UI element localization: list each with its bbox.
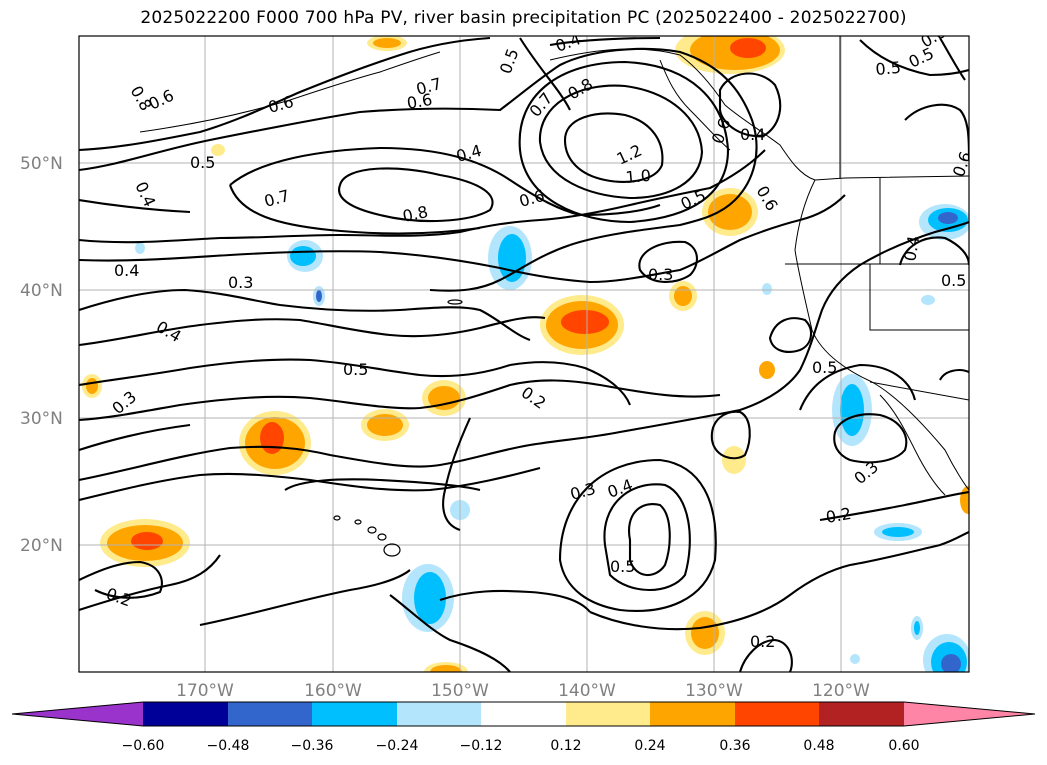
contour-label: 0.5: [610, 557, 635, 576]
colorbar-tick: 0.24: [634, 738, 665, 754]
colorbar-tick: 0.48: [803, 738, 834, 754]
precip-shading: [82, 36, 969, 672]
colorbar-segment: [397, 702, 481, 726]
contour-label: 1.0: [625, 166, 652, 187]
colorbar-tick: −0.48: [207, 738, 250, 754]
contour-label: 0.2: [824, 504, 852, 527]
pv-contours: [79, 36, 969, 672]
colorbar-tick: −0.60: [122, 738, 165, 754]
contour-label: 0.2: [750, 632, 775, 651]
lat-label-40n: 40°N: [20, 281, 63, 301]
map-frame: [78, 35, 970, 673]
colorbar-segment: [819, 702, 904, 726]
colorbar-tick: −0.36: [291, 738, 334, 754]
contour-label: 0.5: [875, 58, 902, 79]
coastlines: [139, 36, 969, 496]
lat-label-30n: 30°N: [20, 409, 63, 429]
contour-label: 0.5: [941, 271, 966, 290]
contour-label: 0.3: [228, 273, 253, 292]
colorbar-segment: [481, 702, 566, 726]
colorbar-tick: −0.12: [460, 738, 503, 754]
colorbar-tick: 0.12: [550, 738, 581, 754]
colorbar-tick: 0.60: [888, 738, 919, 754]
colorbar-segment: [566, 702, 650, 726]
contour-label: 0.6: [405, 90, 433, 113]
colorbar-extend-right: [904, 702, 1035, 726]
contour-label: 0.4: [114, 261, 139, 280]
colorbar-tick: −0.24: [376, 738, 419, 754]
lon-label-140w: 140°W: [558, 681, 616, 701]
colorbar-segment: [735, 702, 819, 726]
contour-label: 0.4: [900, 234, 923, 262]
colorbar-extend-left: [12, 702, 143, 726]
contour-label: 0.6: [949, 149, 976, 179]
contour-label: 0.5: [812, 358, 837, 377]
colorbar-segment: [228, 702, 312, 726]
lat-label-20n: 20°N: [20, 536, 63, 556]
map-title: 2025022200 F000 700 hPa PV, river basin …: [140, 8, 907, 28]
contour-label: 0.8: [401, 202, 430, 226]
contour-label: 0.3: [648, 265, 673, 284]
hawaii-islands: [333, 299, 463, 557]
colorbar-segment: [650, 702, 735, 726]
contour-label: 0.5: [190, 153, 215, 172]
lat-label-50n: 50°N: [20, 154, 63, 174]
map-area: [79, 36, 969, 672]
lon-label-150w: 150°W: [431, 681, 489, 701]
lon-label-160w: 160°W: [304, 681, 362, 701]
colorbar-segment: [312, 702, 397, 726]
graticule: [79, 36, 969, 672]
latitude-labels: 20°N 30°N 40°N 50°N: [20, 154, 63, 556]
contour-label: 0.5: [343, 360, 368, 379]
longitude-labels: 170°W 160°W 150°W 140°W 130°W 120°W: [176, 681, 870, 701]
lon-label-130w: 130°W: [685, 681, 743, 701]
lon-label-120w: 120°W: [812, 681, 870, 701]
contour-label: 0.4: [740, 125, 765, 144]
lon-label-170w: 170°W: [176, 681, 234, 701]
colorbar: −0.60 −0.48 −0.36 −0.24 −0.12 0.12 0.24 …: [11, 701, 1036, 754]
colorbar-tick: 0.36: [719, 738, 750, 754]
colorbar-segment: [143, 702, 228, 726]
